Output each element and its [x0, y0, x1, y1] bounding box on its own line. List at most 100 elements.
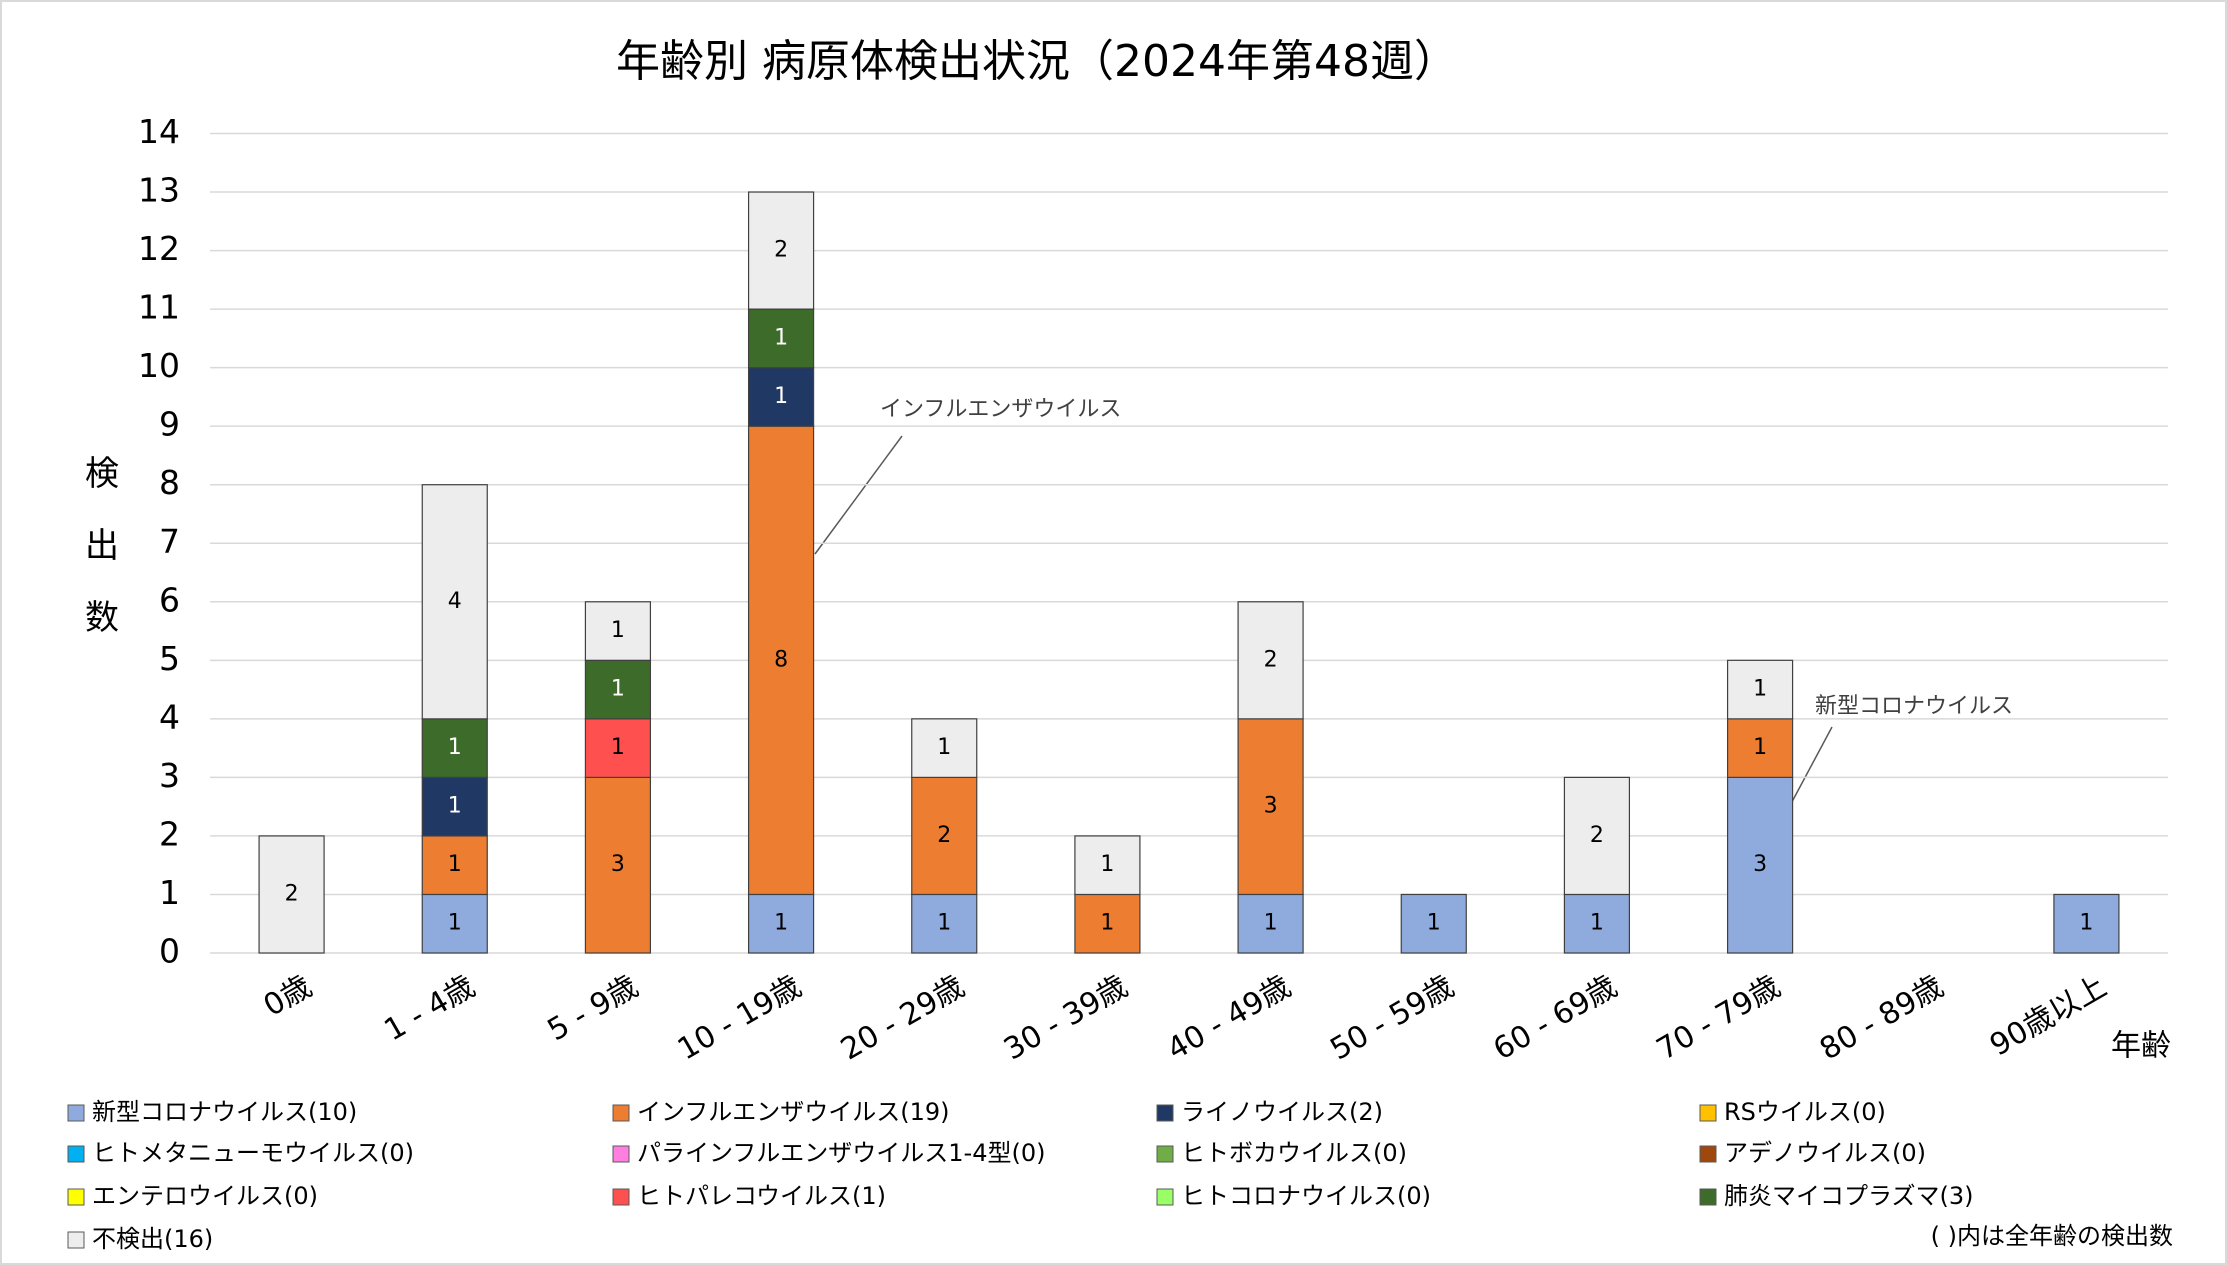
data-label: 1: [1427, 911, 1441, 936]
legend-swatch: [612, 1188, 630, 1206]
data-label: 1: [774, 325, 788, 350]
legend-label: ヒトメタニューモウイルス(0): [92, 1139, 414, 1167]
bar-segment: [421, 835, 488, 896]
bar-segment: [584, 718, 652, 778]
legend-label: ヒトコロナウイルス(0): [1181, 1182, 1431, 1210]
data-label: 1: [448, 911, 462, 936]
bar-segment: [1563, 776, 1631, 896]
bar-segment: [747, 191, 815, 310]
bar-segment: [1726, 776, 1794, 954]
y-tick-label: 12: [138, 229, 180, 268]
legend-label: ライノウイルス(2): [1181, 1098, 1383, 1126]
bar-segment: [584, 659, 652, 720]
y-tick-label: 2: [159, 814, 180, 853]
bar-segment: [747, 425, 815, 896]
bar-segment: [1726, 659, 1794, 720]
legend-swatch: [67, 1231, 85, 1249]
data-label: 1: [2079, 911, 2093, 936]
data-label: 2: [1264, 647, 1278, 672]
legend-label: インフルエンザウイルス(19): [637, 1098, 950, 1126]
bar-segment: [911, 718, 978, 778]
legend-swatch: [67, 1188, 85, 1206]
bar-segment: [911, 893, 978, 954]
legend-swatch: [612, 1145, 630, 1163]
bar-segment: [1563, 893, 1631, 954]
legend-swatch: [1699, 1188, 1717, 1206]
data-label: 1: [1264, 911, 1278, 936]
legend-label: ヒトパレコウイルス(1): [637, 1182, 886, 1210]
data-label: 1: [937, 735, 951, 760]
y-tick-label: 10: [138, 346, 180, 385]
bar-segment: [747, 893, 815, 954]
bar-segment: [2053, 893, 2120, 954]
legend-label: 不検出(16): [92, 1225, 213, 1253]
bar-segment: [1400, 893, 1467, 954]
y-tick-label: 6: [159, 580, 180, 619]
bar-segment: [1074, 893, 1141, 954]
legend-label: ヒトボカウイルス(0): [1181, 1139, 1407, 1167]
data-label: 1: [1753, 677, 1767, 702]
data-label: 8: [774, 647, 788, 672]
data-label: 3: [1264, 794, 1278, 819]
bar-segment: [584, 601, 652, 661]
legend-swatch: [612, 1104, 630, 1122]
bar-segment: [258, 835, 325, 954]
y-tick-label: 5: [159, 639, 180, 678]
y-tick-label: 14: [138, 112, 180, 151]
legend-swatch: [67, 1104, 85, 1122]
bar-segment: [747, 308, 815, 369]
legend-label: 新型コロナウイルス(10): [92, 1098, 357, 1126]
bar-segment: [421, 484, 488, 720]
legend-swatch: [1156, 1188, 1174, 1206]
data-label: 1: [1753, 735, 1767, 760]
legend-label: パラインフルエンザウイルス1-4型(0): [637, 1139, 1045, 1167]
legend-label: エンテロウイルス(0): [92, 1182, 318, 1210]
y-tick-label: 4: [159, 697, 180, 736]
bar-segment: [421, 718, 488, 778]
data-label: 1: [448, 735, 462, 760]
data-label: 3: [611, 852, 625, 877]
data-label: 1: [1100, 852, 1114, 877]
legend-swatch: [1156, 1104, 1174, 1122]
data-label: 1: [611, 677, 625, 702]
data-label: 1: [1100, 911, 1114, 936]
bar-segment: [1726, 718, 1794, 778]
note: ( )内は全年齢の検出数: [1931, 1222, 2173, 1250]
y-tick-label: 9: [159, 405, 180, 444]
bar-segment: [421, 776, 488, 837]
data-label: 1: [448, 852, 462, 877]
y-tick-label: 8: [159, 463, 180, 502]
x-axis-label: 年齢: [2111, 1029, 2171, 1064]
bar-segment: [1237, 718, 1304, 896]
data-label: 1: [611, 618, 625, 643]
bar-segment: [747, 367, 815, 427]
legend-swatch: [67, 1145, 85, 1163]
data-label: 1: [774, 384, 788, 409]
y-tick-label: 3: [159, 756, 180, 795]
annotation: 新型コロナウイルス: [1815, 694, 2013, 719]
data-label: 4: [448, 589, 462, 614]
bar-segment: [911, 776, 978, 896]
data-label: 2: [1590, 823, 1604, 848]
y-tick-label: 13: [138, 171, 180, 210]
legend-swatch: [1156, 1145, 1174, 1163]
data-label: 2: [774, 238, 788, 263]
bar-segment: [1074, 835, 1141, 896]
legend-label: 肺炎マイコプラズマ(3): [1724, 1182, 1974, 1210]
bar-segment: [584, 776, 652, 954]
bar-segment: [1237, 893, 1304, 954]
data-label: 1: [774, 911, 788, 936]
data-label: 2: [937, 823, 951, 848]
data-label: 1: [937, 911, 951, 936]
legend-label: RSウイルス(0): [1724, 1098, 1886, 1126]
bar-segment: [1237, 601, 1304, 720]
data-label: 1: [611, 735, 625, 760]
legend-swatch: [1699, 1104, 1717, 1122]
annotation: インフルエンザウイルス: [880, 397, 1121, 422]
bar-segment: [421, 893, 488, 954]
y-tick-label: 7: [159, 522, 180, 561]
data-label: 2: [285, 881, 299, 906]
